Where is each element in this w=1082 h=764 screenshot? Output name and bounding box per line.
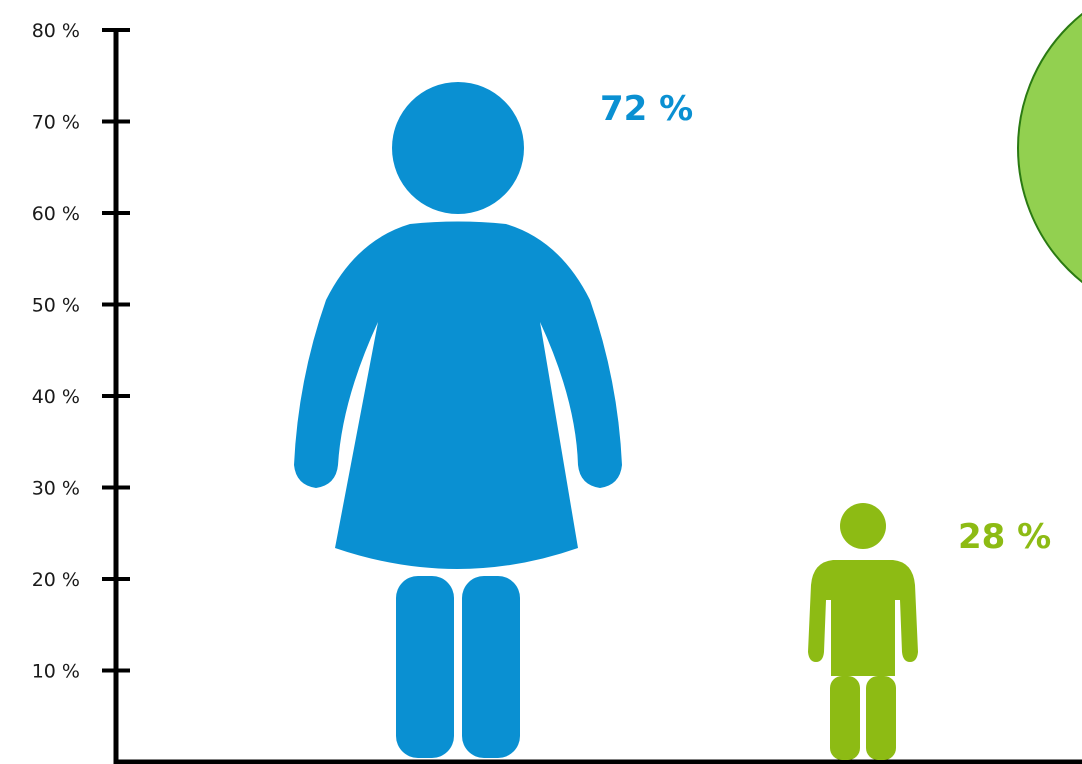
y-tick-label: 80 % (32, 20, 80, 42)
y-tick-label: 60 % (32, 203, 80, 225)
y-tick-label: 40 % (32, 386, 80, 408)
child-figure-icon (808, 503, 918, 760)
woman-figure-icon (294, 82, 622, 758)
child-value-label: 28 % (958, 517, 1051, 557)
y-tick-label: 30 % (32, 478, 80, 500)
woman-value-label: 72 % (600, 89, 693, 129)
green-badge-circle (1017, 12, 1082, 284)
y-tick-label: 10 % (32, 661, 80, 683)
y-tick-label: 50 % (32, 295, 80, 317)
y-tick-label: 70 % (32, 112, 80, 134)
y-tick-label: 20 % (32, 569, 80, 591)
y-axis: 10 % 20 % 30 % 40 % 50 % 60 % 70 % 80 % (32, 20, 1082, 764)
